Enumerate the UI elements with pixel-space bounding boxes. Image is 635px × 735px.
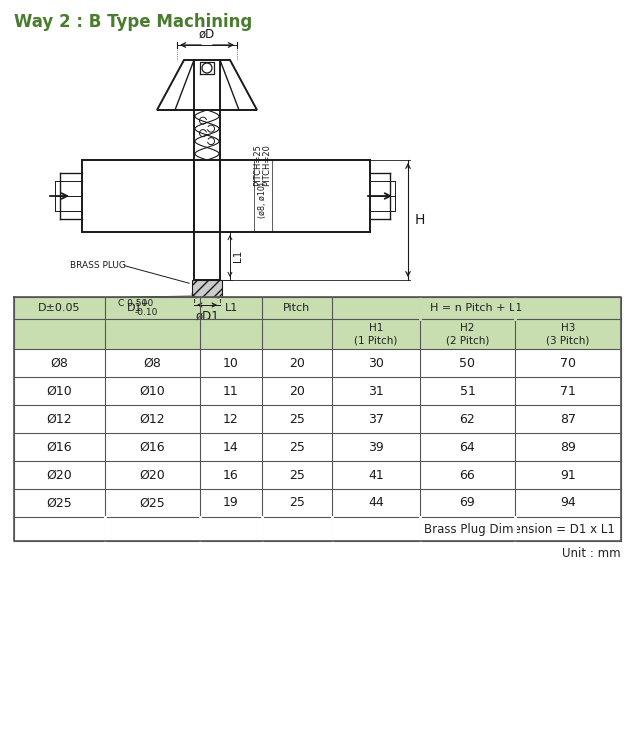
Text: 39: 39 (368, 440, 384, 453)
Text: Ø10: Ø10 (140, 384, 165, 398)
Text: 89: 89 (560, 440, 576, 453)
Text: H: H (415, 213, 425, 227)
Text: Ø25: Ø25 (140, 497, 165, 509)
Text: 25: 25 (289, 497, 305, 509)
Text: Unit : mm: Unit : mm (563, 547, 621, 560)
Text: 91: 91 (560, 468, 576, 481)
Text: 66: 66 (460, 468, 476, 481)
Text: PITCH=20: PITCH=20 (262, 144, 272, 186)
Text: Ø16: Ø16 (47, 440, 72, 453)
Text: 20: 20 (289, 384, 305, 398)
Text: Ø8: Ø8 (144, 356, 161, 370)
Text: H = n Pitch + L1: H = n Pitch + L1 (431, 303, 523, 313)
Text: 50: 50 (460, 356, 476, 370)
Text: Ø12: Ø12 (47, 412, 72, 426)
Text: 64: 64 (460, 440, 476, 453)
Text: 31: 31 (368, 384, 384, 398)
Text: Ø12: Ø12 (140, 412, 165, 426)
Text: 69: 69 (460, 497, 476, 509)
Text: 16: 16 (223, 468, 239, 481)
Text: L1: L1 (224, 303, 237, 313)
Text: Ø20: Ø20 (46, 468, 72, 481)
Text: Ø16: Ø16 (140, 440, 165, 453)
Text: Ø10: Ø10 (46, 384, 72, 398)
Text: -0.10: -0.10 (135, 308, 158, 317)
Text: Ø20: Ø20 (140, 468, 165, 481)
Text: 20: 20 (289, 356, 305, 370)
Text: D1: D1 (127, 303, 142, 313)
Text: 51: 51 (460, 384, 476, 398)
Text: H2
(2 Pitch): H2 (2 Pitch) (446, 323, 489, 345)
Text: C 0.50: C 0.50 (118, 299, 147, 308)
Polygon shape (14, 297, 621, 319)
Text: 70: 70 (560, 356, 576, 370)
Text: 87: 87 (560, 412, 576, 426)
Text: 19: 19 (223, 497, 239, 509)
Text: H1
(1 Pitch): H1 (1 Pitch) (354, 323, 398, 345)
Polygon shape (14, 319, 621, 349)
Text: Ø8: Ø8 (51, 356, 69, 370)
Text: 30: 30 (368, 356, 384, 370)
Text: 44: 44 (368, 497, 384, 509)
Text: 14: 14 (223, 440, 239, 453)
Text: 10: 10 (223, 356, 239, 370)
Text: 37: 37 (368, 412, 384, 426)
Text: +0: +0 (140, 299, 153, 308)
Text: (ø8, ø10): (ø8, ø10) (258, 182, 267, 218)
Text: 12: 12 (223, 412, 239, 426)
Text: 11: 11 (223, 384, 239, 398)
Text: 25: 25 (289, 440, 305, 453)
Text: Ø25: Ø25 (46, 497, 72, 509)
Text: 62: 62 (460, 412, 476, 426)
Text: Way 2 : B Type Machining: Way 2 : B Type Machining (14, 13, 252, 31)
Text: øD1: øD1 (195, 310, 219, 323)
Text: PITCH=25: PITCH=25 (253, 144, 262, 186)
Text: D±0.05: D±0.05 (38, 303, 81, 313)
Text: 71: 71 (560, 384, 576, 398)
Text: 41: 41 (368, 468, 384, 481)
Text: 25: 25 (289, 468, 305, 481)
Text: Brass Plug Dimension = D1 x L1: Brass Plug Dimension = D1 x L1 (424, 523, 615, 536)
Text: øD: øD (199, 28, 215, 41)
Text: Pitch: Pitch (283, 303, 311, 313)
Text: BRASS PLUG: BRASS PLUG (70, 260, 126, 270)
Text: H3
(3 Pitch): H3 (3 Pitch) (546, 323, 590, 345)
Polygon shape (192, 280, 222, 298)
Text: 25: 25 (289, 412, 305, 426)
Text: L1: L1 (233, 250, 243, 262)
Text: 94: 94 (560, 497, 576, 509)
